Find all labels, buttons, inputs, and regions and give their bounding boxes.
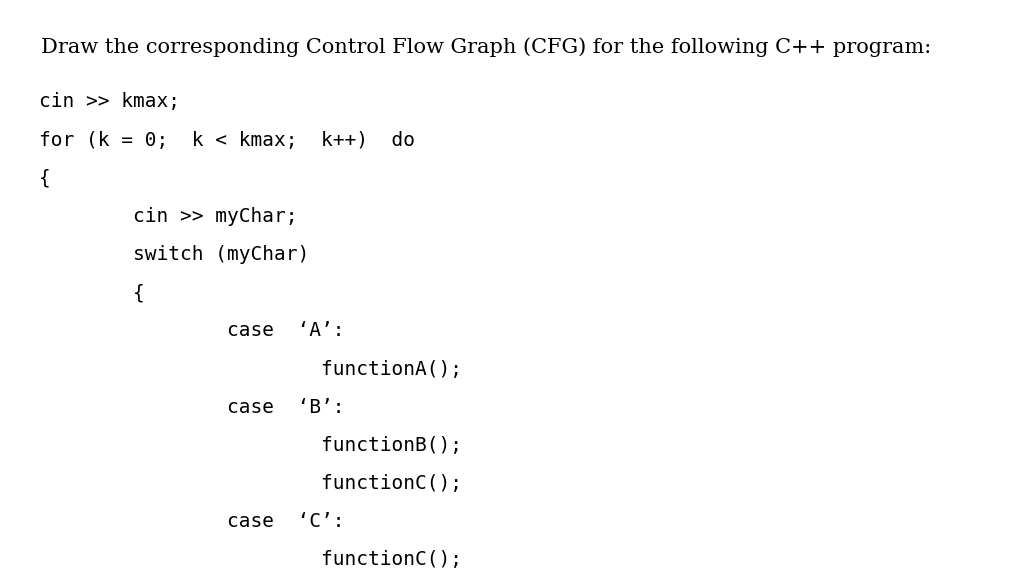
Text: case  ‘B’:: case ‘B’: <box>39 398 344 417</box>
Text: {: { <box>39 169 50 188</box>
Text: cin >> myChar;: cin >> myChar; <box>39 207 297 226</box>
Text: cin >> kmax;: cin >> kmax; <box>39 92 180 112</box>
Text: {: { <box>39 283 144 302</box>
Text: case  ‘C’:: case ‘C’: <box>39 512 344 531</box>
Text: functionB();: functionB(); <box>39 436 462 455</box>
Text: Draw the corresponding Control Flow Graph (CFG) for the following C++ program:: Draw the corresponding Control Flow Grap… <box>41 26 931 46</box>
Text: functionC();: functionC(); <box>39 474 462 493</box>
Text: case  ‘A’:: case ‘A’: <box>39 321 344 340</box>
Text: functionC();: functionC(); <box>39 550 462 569</box>
Text: for (k = 0;  k < kmax;  k++)  do: for (k = 0; k < kmax; k++) do <box>39 131 415 150</box>
Text: switch (myChar): switch (myChar) <box>39 245 309 264</box>
Text: functionA();: functionA(); <box>39 360 462 379</box>
Text: Draw the corresponding Control Flow Graph (CFG) for the following C++ program:: Draw the corresponding Control Flow Grap… <box>41 38 931 57</box>
